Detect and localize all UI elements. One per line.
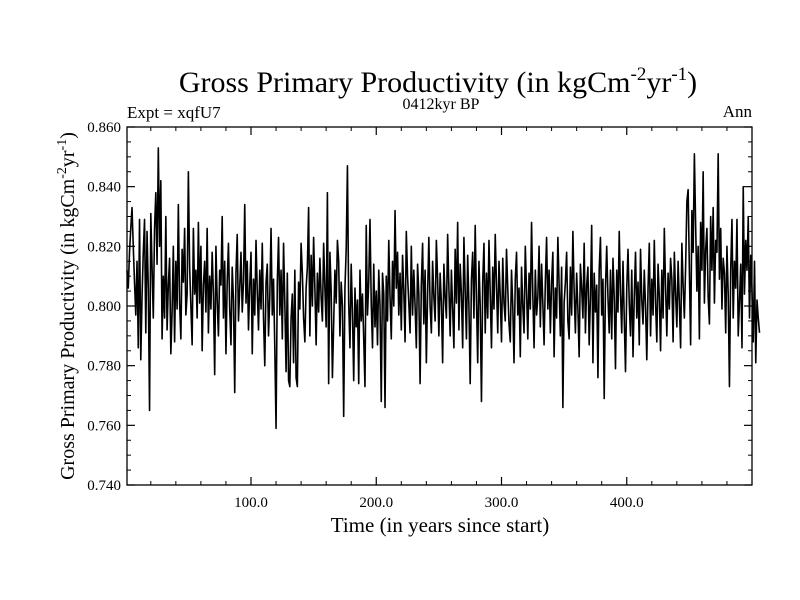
chart-subtitle: 0412kyr BP (403, 96, 480, 113)
x-tick-label: 300.0 (485, 495, 519, 511)
y-tick-label: 0.740 (87, 478, 121, 494)
y-tick-label: 0.840 (87, 180, 121, 196)
y-axis-ticks: 0.740 0.760 0.780 0.800 0.820 0.840 0.860 (87, 120, 752, 494)
series-group (126, 147, 761, 430)
y-tick-label: 0.800 (87, 299, 121, 315)
y-tick-label: 0.860 (87, 120, 121, 136)
y-axis-label: Gross Primary Productivity (in kgCm-2yr-… (55, 132, 79, 480)
series-line-gpp (126, 147, 761, 430)
x-tick-label: 400.0 (610, 495, 644, 511)
season-label: Ann (723, 102, 753, 121)
y-tick-label: 0.820 (87, 239, 121, 255)
x-axis-label: Time (in years since start) (331, 513, 550, 537)
x-tick-label: 100.0 (234, 495, 268, 511)
y-tick-label: 0.760 (87, 418, 121, 434)
x-axis-ticks: 100.0 200.0 300.0 400.0 (150, 127, 728, 511)
x-tick-label: 200.0 (359, 495, 393, 511)
chart-title: Gross Primary Productivity (in kgCm-2yr-… (179, 64, 697, 99)
experiment-label: Expt = xqfU7 (127, 103, 221, 122)
y-tick-label: 0.780 (87, 359, 121, 375)
